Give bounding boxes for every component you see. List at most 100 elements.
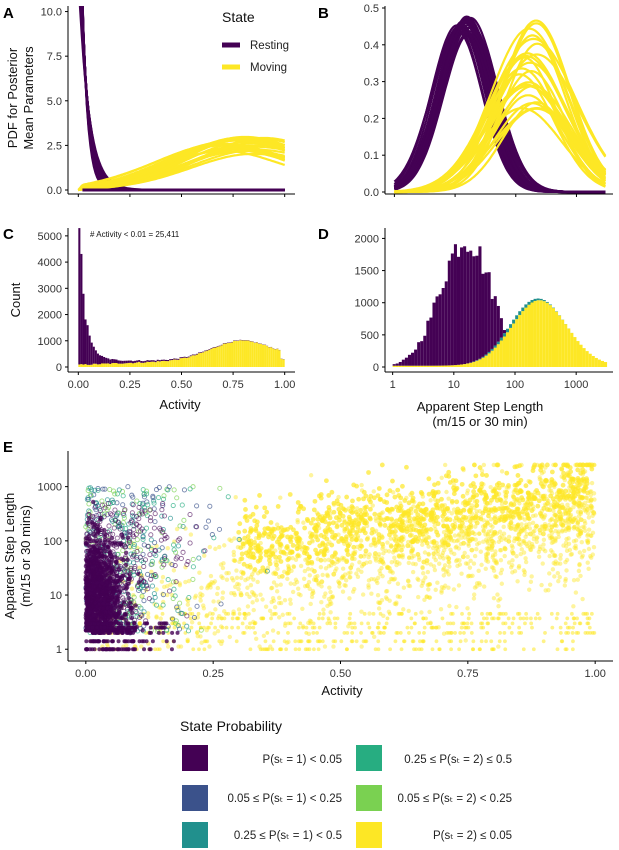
point-moving: [267, 561, 273, 567]
point-moving: [490, 539, 495, 544]
point-mixed: [185, 628, 192, 634]
point-moving: [547, 488, 552, 493]
point-moving: [488, 611, 493, 616]
point-moving: [326, 596, 332, 602]
point-moving: [494, 561, 499, 566]
point-moving: [534, 536, 539, 541]
point-moving: [238, 545, 244, 551]
point-moving: [522, 540, 527, 546]
point-moving: [395, 631, 400, 635]
bar-moving: [189, 356, 192, 367]
bar-moving: [239, 340, 242, 367]
point-moving: [555, 570, 561, 576]
point-mixed: [95, 487, 101, 493]
point-moving: [353, 625, 357, 630]
point-moving: [240, 621, 245, 626]
point-moving: [198, 594, 203, 600]
point-moving: [566, 525, 571, 531]
point-moving: [541, 542, 546, 547]
point-moving: [524, 524, 529, 529]
point-moving: [310, 588, 316, 594]
point-moving: [483, 496, 488, 502]
point-moving: [554, 523, 559, 529]
point-moving: [463, 515, 469, 521]
point-moving: [479, 639, 484, 644]
point-resting: [83, 647, 88, 652]
bar-moving: [94, 363, 97, 367]
point-moving: [508, 526, 514, 531]
point-moving: [436, 544, 442, 550]
bar-moving: [407, 365, 412, 367]
bar-moving: [536, 300, 540, 367]
point-moving: [341, 557, 346, 562]
point-moving: [311, 621, 316, 626]
point-moving: [585, 533, 590, 538]
point-moving: [326, 493, 332, 498]
point-moving: [583, 521, 588, 526]
bar-moving: [140, 362, 143, 367]
point-moving: [309, 559, 315, 565]
point-moving: [282, 597, 288, 603]
point-resting: [109, 607, 114, 612]
point-moving: [249, 554, 255, 560]
bar-mixed: [527, 301, 531, 305]
point-mixed: [179, 611, 185, 617]
bar-moving: [478, 359, 482, 367]
point-moving: [420, 565, 425, 571]
point-mixed: [110, 488, 117, 494]
point-moving: [384, 596, 390, 602]
point-moving: [198, 598, 203, 603]
point-moving: [548, 548, 554, 553]
point-moving: [311, 631, 316, 635]
point-moving: [396, 611, 401, 616]
point-mixed: [169, 616, 176, 622]
point-mixed: [145, 502, 151, 508]
point-moving: [503, 639, 507, 644]
bar-resting: [193, 354, 196, 356]
point-moving: [334, 524, 340, 530]
point-moving: [459, 571, 464, 576]
point-moving: [529, 616, 533, 621]
bar-moving: [591, 356, 595, 367]
point-moving: [435, 489, 441, 495]
point-moving: [457, 525, 463, 531]
point-moving: [446, 556, 452, 561]
bar-resting: [407, 354, 412, 366]
point-moving: [484, 554, 489, 560]
point-moving: [409, 490, 415, 496]
point-moving: [393, 601, 399, 607]
point-moving: [305, 583, 310, 589]
point-moving: [578, 470, 584, 476]
point-mixed: [141, 609, 147, 615]
point-moving: [481, 462, 487, 468]
point-moving: [560, 529, 565, 534]
bar-moving: [148, 361, 151, 367]
point-moving: [445, 568, 450, 574]
point-moving: [447, 564, 452, 569]
point-moving: [385, 565, 391, 571]
point-moving: [347, 616, 352, 621]
point-moving: [308, 473, 314, 478]
point-moving: [447, 517, 453, 523]
point-moving: [553, 559, 558, 564]
point-moving: [341, 556, 347, 561]
point-moving: [474, 584, 479, 589]
point-moving: [516, 565, 521, 570]
point-moving: [220, 590, 226, 595]
bar-resting: [463, 246, 467, 364]
point-moving: [506, 508, 512, 513]
point-moving: [333, 639, 338, 644]
point-moving: [443, 533, 449, 538]
point-moving: [442, 540, 448, 545]
point-moving: [316, 582, 321, 587]
point-moving: [564, 568, 569, 573]
point-moving: [174, 526, 180, 532]
point-mixed: [160, 592, 166, 598]
bar-mixed: [548, 304, 552, 306]
point-moving: [571, 505, 576, 510]
point-moving: [431, 564, 437, 569]
point-moving: [453, 545, 458, 550]
point-moving: [372, 511, 378, 517]
point-moving: [324, 510, 330, 516]
point-moving: [278, 495, 283, 500]
